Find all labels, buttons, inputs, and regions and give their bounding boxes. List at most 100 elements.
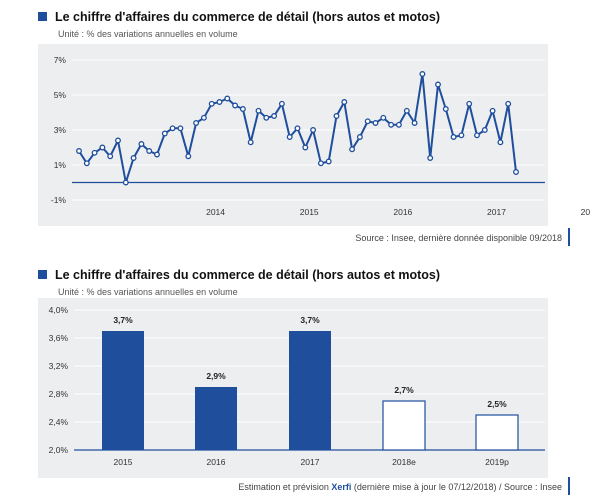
data-point [154, 151, 160, 158]
source-suffix: (dernière mise à jour le 07/12/2018) / S… [351, 482, 562, 492]
data-point [271, 113, 278, 119]
data-point [341, 99, 348, 105]
data-point [185, 153, 192, 160]
data-point [302, 144, 309, 151]
data-point [489, 107, 496, 114]
x-tick-label: 2017 [487, 207, 506, 217]
x-tick-label: 2016 [393, 207, 412, 217]
bar [475, 414, 519, 451]
bar-data-label: 2,9% [206, 371, 226, 381]
data-point [216, 99, 223, 105]
data-point [200, 114, 207, 121]
bar [102, 331, 144, 450]
data-point [442, 106, 449, 112]
data-point [411, 120, 418, 126]
data-point [317, 160, 324, 167]
data-point [224, 95, 231, 102]
data-point [177, 125, 184, 132]
data-point [193, 120, 200, 126]
data-point [130, 155, 137, 161]
data-point [91, 149, 98, 156]
data-point [333, 113, 340, 119]
bar [289, 331, 331, 450]
data-point [497, 139, 504, 146]
data-point [76, 148, 82, 154]
data-point [310, 127, 317, 133]
data-point [458, 132, 465, 139]
data-point [83, 160, 90, 167]
y-tick-label: 1% [54, 160, 67, 170]
y-tick-label: 5% [54, 90, 67, 100]
data-point [419, 71, 426, 77]
data-point [395, 121, 402, 128]
y-tick-label: -1% [51, 195, 67, 205]
y-tick-label: 7% [54, 55, 67, 65]
data-point [466, 100, 473, 107]
data-point [372, 120, 379, 126]
x-tick-label: 2018 [581, 207, 590, 217]
y-tick-label: 2,0% [49, 445, 69, 455]
title-square-icon [38, 270, 47, 279]
data-point [146, 148, 153, 154]
bar-data-label: 3,7% [113, 315, 133, 325]
chart2-source: Estimation et prévision Xerfi (dernière … [238, 482, 562, 492]
data-point [427, 155, 434, 161]
data-point [169, 125, 176, 132]
bar-data-label: 2,7% [394, 385, 414, 395]
data-point [388, 121, 395, 128]
data-point [138, 141, 145, 147]
data-point [255, 107, 262, 114]
bar [382, 400, 426, 451]
data-point [450, 134, 457, 140]
data-point [122, 179, 129, 186]
data-point [325, 158, 332, 165]
data-point [349, 146, 356, 153]
x-tick-label: 2014 [206, 207, 225, 217]
data-point [380, 114, 387, 121]
chart2-source-bar [568, 477, 570, 495]
bar-data-label: 2,5% [487, 399, 507, 409]
line-chart-panel: Le chiffre d'affaires du commerce de dét… [0, 0, 590, 248]
data-point [232, 102, 239, 109]
data-point [294, 125, 301, 132]
data-point [286, 134, 293, 140]
bar-chart-svg: 4,0% 3,6% 3,2% 2,8% 2,4% 2,0% 3,7% 2015 2,9% 2016… [49, 305, 545, 467]
line-chart-svg: 7% 5% 3% 1% -1% 2014 2015 2016 2017 2018 [51, 55, 590, 217]
chart2-unit: Unité : % des variations annuelles en vo… [58, 287, 238, 297]
chart1-title: Le chiffre d'affaires du commerce de dét… [38, 10, 440, 24]
data-point [208, 100, 215, 107]
data-point [474, 132, 480, 139]
data-point [263, 114, 270, 121]
x-tick-label: 2019p [485, 457, 509, 467]
y-tick-label: 2,8% [49, 389, 69, 399]
bar-chart-panel: Le chiffre d'affaires du commerce de dét… [0, 258, 590, 501]
data-point [161, 130, 168, 137]
data-point [239, 106, 246, 112]
bar-data-label: 3,7% [300, 315, 320, 325]
x-tick-label: 2017 [301, 457, 320, 467]
y-tick-label: 3,6% [49, 333, 69, 343]
data-point [278, 100, 285, 107]
y-tick-label: 3% [54, 125, 67, 135]
data-point [107, 153, 114, 160]
data-point [403, 107, 410, 114]
data-point [356, 134, 363, 140]
data-point [364, 118, 371, 125]
data-point [481, 127, 488, 133]
data-point [99, 144, 106, 151]
bar [195, 387, 237, 450]
title-square-icon [38, 12, 47, 21]
data-point [247, 139, 254, 146]
source-prefix: Estimation et prévision [238, 482, 332, 492]
x-tick-label: 2016 [207, 457, 226, 467]
chart2-title: Le chiffre d'affaires du commerce de dét… [38, 268, 440, 282]
data-point [505, 100, 512, 107]
y-tick-label: 2,4% [49, 417, 69, 427]
x-tick-label: 2015 [114, 457, 133, 467]
chart1-title-text: Le chiffre d'affaires du commerce de dét… [55, 10, 441, 24]
data-point [115, 137, 121, 144]
x-tick-label: 2018e [392, 457, 416, 467]
chart1-unit: Unité : % des variations annuelles en vo… [58, 29, 238, 39]
y-tick-label: 4,0% [49, 305, 69, 315]
data-point [513, 169, 519, 175]
